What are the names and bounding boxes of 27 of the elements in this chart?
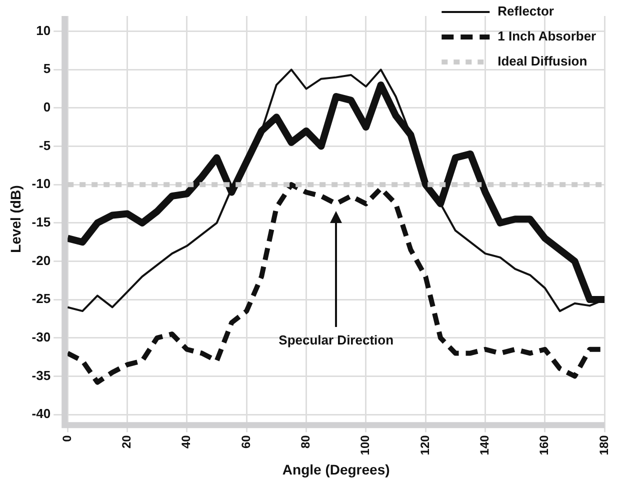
y-axis-title: Level (dB) [7, 185, 24, 253]
y-tick-label: -25 [32, 291, 51, 306]
y-tick-label: -5 [39, 138, 51, 153]
legend-label: Ideal Diffusion [498, 54, 588, 69]
x-tick-label: 100 [358, 434, 372, 456]
y-tick-label: -20 [32, 252, 51, 268]
annotation: Specular Direction [278, 332, 394, 348]
x-tick-label: 60 [238, 434, 253, 449]
x-tick-label: 80 [298, 434, 313, 449]
x-axis-title: Angle (Degrees) [282, 461, 390, 478]
y-tick-label: -10 [32, 176, 51, 192]
x-tick-label: 20 [120, 434, 134, 449]
x-tick-label: 180 [596, 434, 611, 456]
y-tick-label: 0 [43, 100, 51, 115]
legend-label: 1 Inch Absorber [498, 28, 596, 44]
y-tick-label: -35 [32, 368, 51, 383]
x-tick-label: 0 [60, 434, 74, 442]
x-tick-label: 140 [478, 434, 492, 456]
legend-label: Reflector [498, 4, 554, 19]
y-tick-label: -15 [32, 214, 51, 230]
x-tick-label: 160 [537, 434, 552, 456]
y-tick-label: -30 [32, 329, 51, 344]
x-tick-label: 120 [418, 434, 432, 456]
y-tick-label: 10 [36, 22, 51, 38]
y-tick-label: -40 [32, 406, 51, 422]
x-tick-label: 40 [179, 434, 194, 449]
y-tick-label: 5 [43, 61, 51, 76]
